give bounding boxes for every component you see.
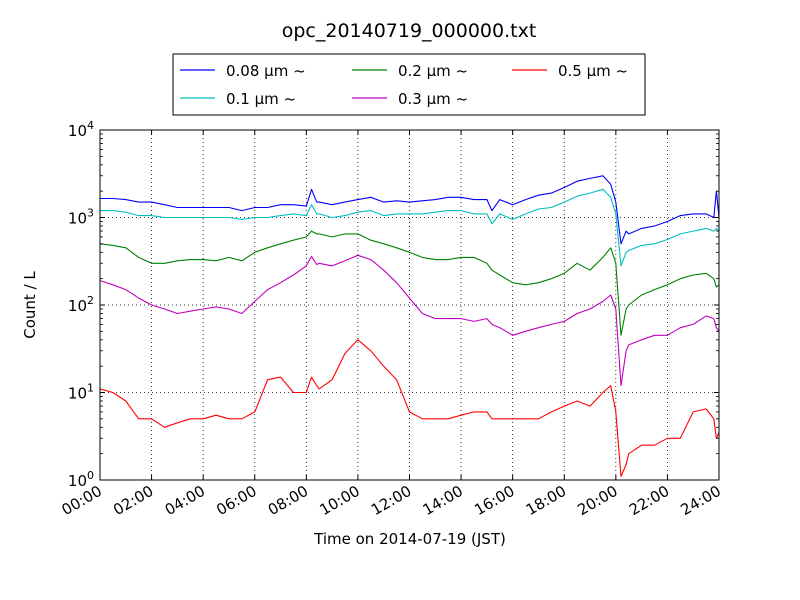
legend-label-3: 0.3 μm ~	[398, 90, 468, 108]
y-tick-label: 103	[68, 207, 94, 228]
legend-label-2: 0.2 μm ~	[398, 62, 468, 80]
y-axis-label: Count / L	[21, 271, 39, 339]
legend-frame	[172, 53, 646, 116]
x-axis-label: Time on 2014-07-19 (JST)	[313, 530, 506, 548]
chart-title: opc_20140719_000000.txt	[282, 20, 537, 42]
series-line-0	[100, 175, 719, 245]
legend-label-0: 0.08 μm ~	[226, 62, 306, 80]
y-tick-label: 101	[68, 382, 94, 403]
series-line-2	[100, 230, 719, 336]
series-lines	[100, 175, 719, 477]
series-line-4	[100, 339, 719, 477]
series-line-1	[100, 188, 719, 267]
legend: 0.08 μm ~ 0.1 μm ~ 0.2 μm ~ 0.3 μm ~ 0.5 μm …	[172, 53, 646, 116]
legend-label-1: 0.1 μm ~	[226, 90, 296, 108]
series-line-3	[100, 254, 719, 387]
legend-label-4: 0.5 μm ~	[558, 62, 628, 80]
y-tick-label: 100	[68, 469, 94, 490]
y-tick-label: 104	[68, 119, 94, 140]
y-tick-label: 102	[68, 294, 94, 315]
